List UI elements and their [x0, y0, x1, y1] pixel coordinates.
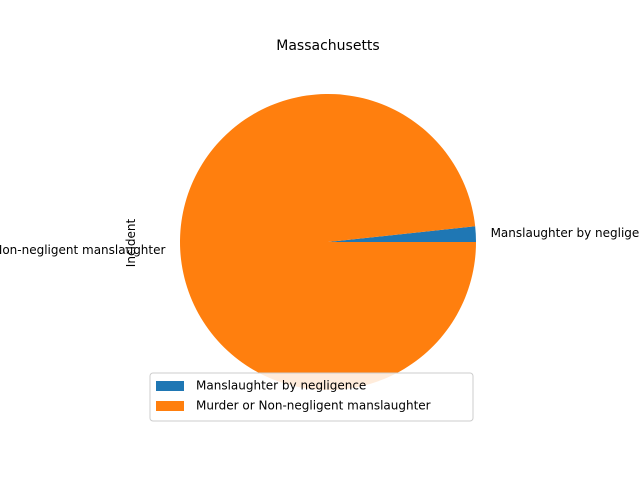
legend-label-1: Manslaughter by negligence	[196, 379, 366, 393]
legend-label-2: Murder or Non-negligent manslaughter	[196, 399, 431, 413]
slice-labels: Manslaughter by negligence Murder or Non-…	[0, 226, 640, 257]
slice-label-1: Manslaughter by negligence	[491, 226, 640, 240]
legend-swatch-1	[156, 381, 184, 391]
legend-frame	[149, 372, 474, 422]
y-axis-label: Incident	[124, 219, 138, 268]
legend-swatch-2	[156, 401, 184, 411]
legend: Manslaughter by negligence Murder or Non-…	[149, 372, 474, 422]
chart-title: Massachusetts	[276, 38, 379, 54]
slice-label-2: Murder or Non-negligent manslaughter	[0, 243, 165, 257]
pie-slice-1	[328, 226, 476, 242]
pie-slice-2	[180, 93, 476, 390]
pie-slices	[180, 93, 476, 390]
